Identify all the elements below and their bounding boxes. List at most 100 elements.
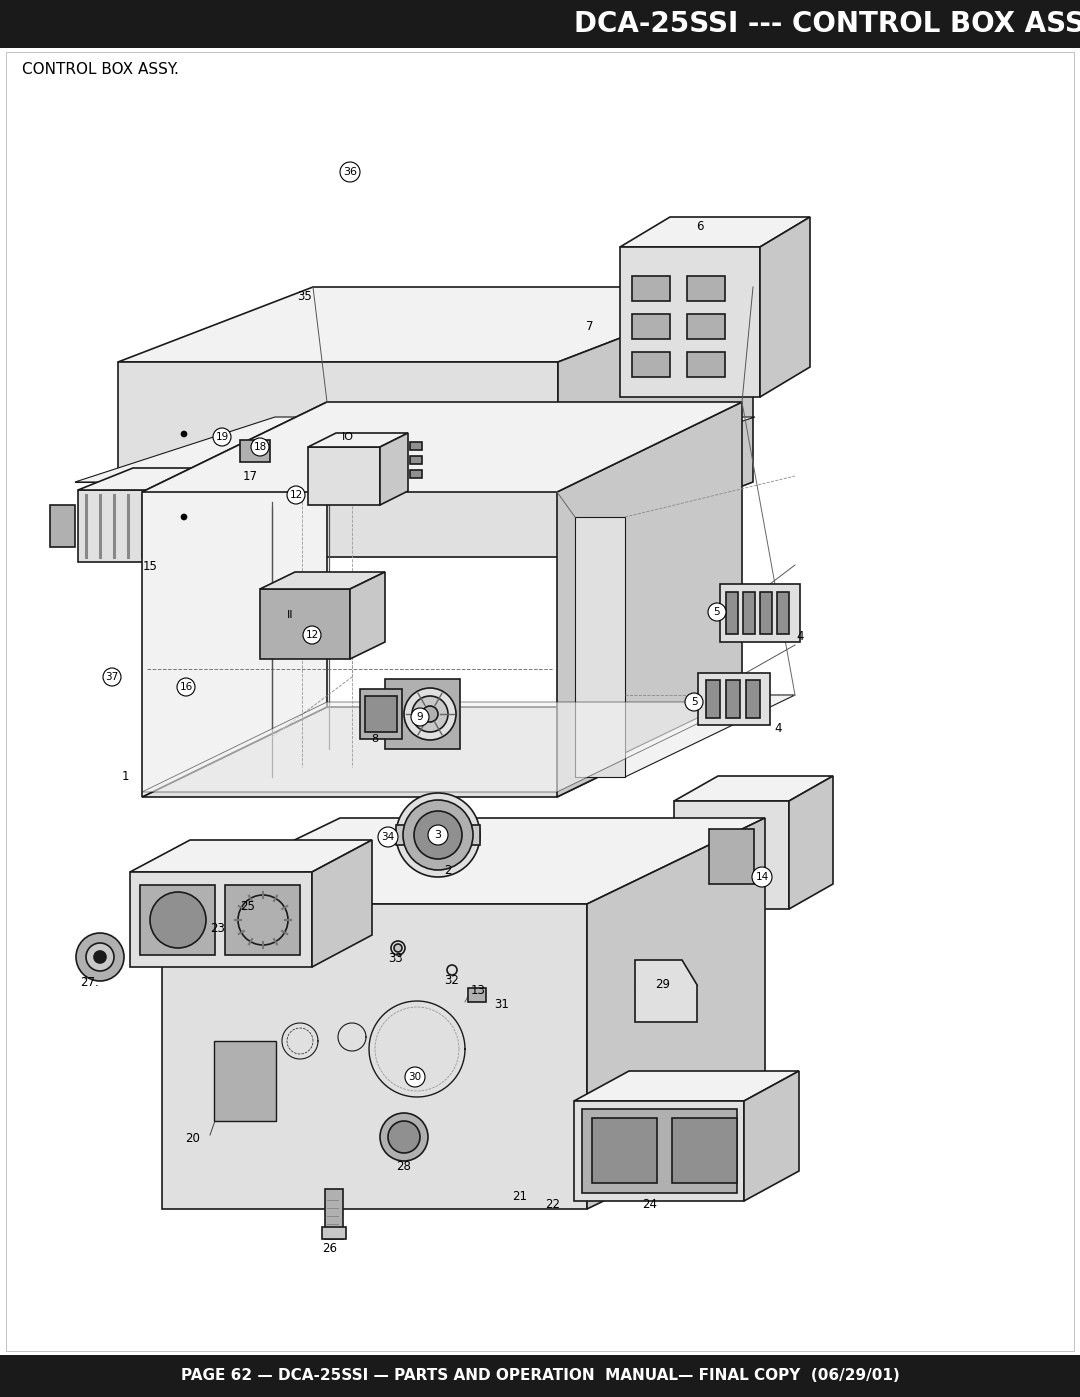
Bar xyxy=(468,988,486,1002)
Bar xyxy=(720,584,800,643)
Bar xyxy=(365,696,397,732)
Bar xyxy=(726,680,740,718)
Bar xyxy=(240,440,270,462)
Circle shape xyxy=(76,933,124,981)
Text: 22: 22 xyxy=(545,1197,561,1210)
Text: 16: 16 xyxy=(179,682,192,692)
Polygon shape xyxy=(312,840,372,967)
Circle shape xyxy=(238,895,288,944)
Text: 3: 3 xyxy=(434,830,442,840)
Polygon shape xyxy=(162,904,588,1208)
Text: 29: 29 xyxy=(656,978,671,992)
Circle shape xyxy=(422,705,438,722)
Polygon shape xyxy=(260,590,350,659)
Polygon shape xyxy=(789,775,833,909)
Bar xyxy=(708,828,754,884)
Text: 19: 19 xyxy=(215,432,229,441)
Bar xyxy=(410,469,422,478)
Polygon shape xyxy=(674,800,789,909)
Text: 15: 15 xyxy=(143,560,158,574)
Text: 2: 2 xyxy=(444,863,451,876)
Text: 7: 7 xyxy=(586,320,594,334)
Polygon shape xyxy=(575,694,795,777)
Circle shape xyxy=(213,427,231,446)
Polygon shape xyxy=(744,1071,799,1201)
Text: 36: 36 xyxy=(343,168,357,177)
Polygon shape xyxy=(573,1071,799,1101)
Circle shape xyxy=(103,668,121,686)
Circle shape xyxy=(181,432,187,437)
Circle shape xyxy=(411,696,448,732)
Bar xyxy=(687,352,725,377)
Text: 12: 12 xyxy=(306,630,319,640)
Circle shape xyxy=(86,943,114,971)
Circle shape xyxy=(404,687,456,740)
Circle shape xyxy=(394,944,402,951)
Text: 4: 4 xyxy=(774,722,782,735)
Circle shape xyxy=(411,708,429,726)
Text: 24: 24 xyxy=(643,1199,658,1211)
Polygon shape xyxy=(350,571,384,659)
Bar xyxy=(706,680,720,718)
Circle shape xyxy=(181,514,187,520)
Text: 23: 23 xyxy=(211,922,226,936)
Text: 30: 30 xyxy=(408,1071,421,1083)
Bar xyxy=(0,1355,1080,1397)
Polygon shape xyxy=(760,217,810,397)
Text: 14: 14 xyxy=(755,872,769,882)
Circle shape xyxy=(396,793,480,877)
Bar xyxy=(410,441,422,450)
Polygon shape xyxy=(141,402,742,492)
Polygon shape xyxy=(222,468,278,562)
Polygon shape xyxy=(575,517,625,777)
Text: PAGE 62 — DCA-25SSI — PARTS AND OPERATION  MANUAL— FINAL COPY  (06/29/01): PAGE 62 — DCA-25SSI — PARTS AND OPERATIO… xyxy=(180,1369,900,1383)
Text: 33: 33 xyxy=(389,953,403,965)
Bar xyxy=(140,886,215,956)
Bar xyxy=(322,1227,346,1239)
Circle shape xyxy=(428,826,448,845)
Circle shape xyxy=(447,965,457,975)
Circle shape xyxy=(94,951,106,963)
Circle shape xyxy=(303,626,321,644)
Polygon shape xyxy=(130,840,372,872)
Circle shape xyxy=(251,439,269,455)
Circle shape xyxy=(391,942,405,956)
Polygon shape xyxy=(588,819,765,1208)
Polygon shape xyxy=(558,286,753,557)
Text: 21: 21 xyxy=(513,1190,527,1203)
Bar xyxy=(360,689,402,739)
Circle shape xyxy=(405,1067,426,1087)
Polygon shape xyxy=(118,286,753,362)
Bar xyxy=(50,504,75,548)
Text: 28: 28 xyxy=(396,1161,411,1173)
Text: CONTROL BOX ASSY.: CONTROL BOX ASSY. xyxy=(22,63,179,77)
Text: 4: 4 xyxy=(796,630,804,644)
Text: 6: 6 xyxy=(697,221,704,233)
Circle shape xyxy=(378,827,399,847)
Circle shape xyxy=(177,678,195,696)
Polygon shape xyxy=(260,571,384,590)
Polygon shape xyxy=(635,960,697,1023)
Bar xyxy=(726,592,738,634)
Bar xyxy=(698,673,770,725)
Polygon shape xyxy=(78,490,222,562)
Text: 32: 32 xyxy=(445,974,459,986)
Circle shape xyxy=(414,812,462,859)
Circle shape xyxy=(708,604,726,622)
Bar xyxy=(0,0,1080,47)
Text: 31: 31 xyxy=(495,997,510,1010)
Circle shape xyxy=(752,868,772,887)
Text: 25: 25 xyxy=(241,901,256,914)
Circle shape xyxy=(403,800,473,870)
Polygon shape xyxy=(620,247,760,397)
Text: II: II xyxy=(287,610,294,620)
Circle shape xyxy=(340,162,360,182)
Bar xyxy=(582,1109,737,1193)
Bar xyxy=(632,314,670,339)
Bar xyxy=(214,1041,276,1120)
Bar xyxy=(632,352,670,377)
Text: 26: 26 xyxy=(323,1242,337,1256)
Polygon shape xyxy=(620,217,810,247)
Polygon shape xyxy=(118,362,558,557)
Bar xyxy=(384,679,460,749)
